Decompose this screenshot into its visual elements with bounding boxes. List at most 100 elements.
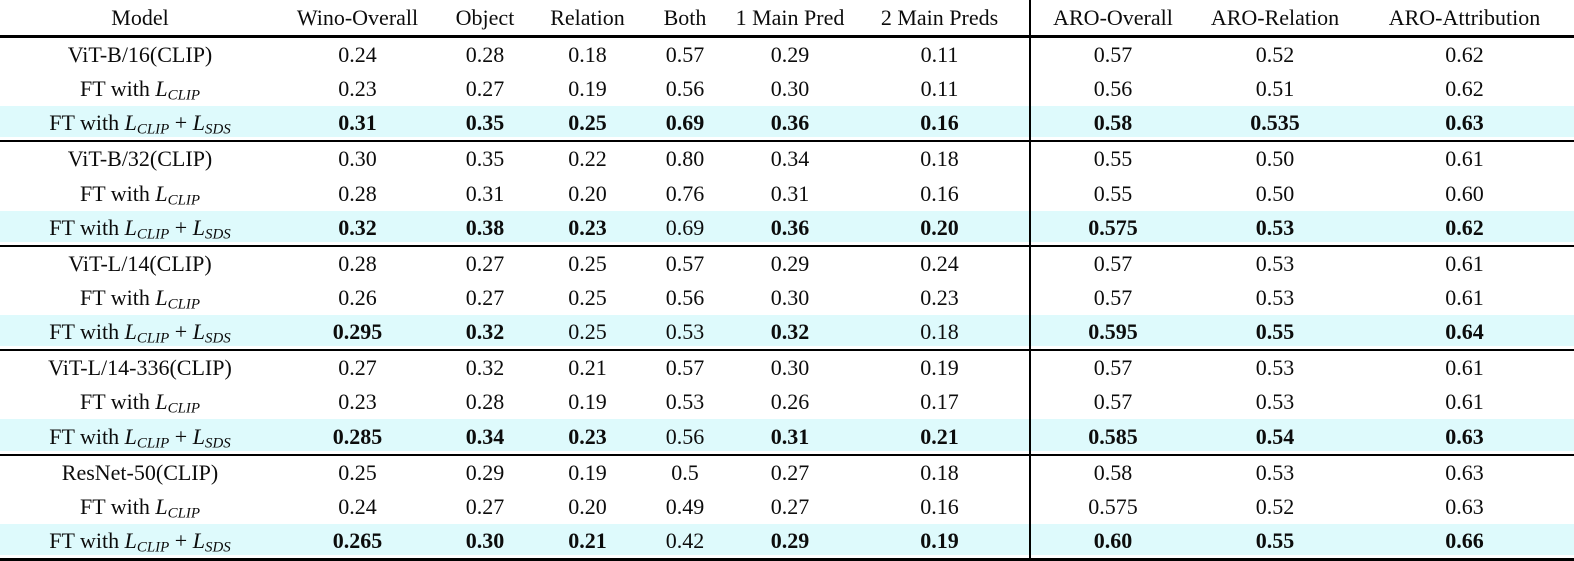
- column-header-both: Both: [663, 4, 707, 30]
- value-cell-aro-attribution: 0.62: [1445, 76, 1484, 102]
- value-cell-2-main-preds: 0.16: [920, 180, 959, 206]
- model-label-cell: FT with LCLIP + LSDS: [0, 106, 280, 141]
- value-cell-relation: 0.25: [568, 284, 607, 310]
- value-cell-object: 0.29: [465, 459, 505, 485]
- column-header-wino-overall: Wino-Overall: [296, 4, 419, 30]
- value-cell-aro-relation: 0.535: [1195, 106, 1355, 141]
- value-cell-wino-overall: 0.23: [338, 76, 377, 102]
- math-var: L: [124, 423, 137, 449]
- math-subscript: CLIP: [167, 401, 201, 418]
- value-cell-1-main-pred: 0.30: [770, 76, 810, 102]
- table-header: Model Wino-Overall Object Relation Both 1 Mai…: [0, 0, 1574, 37]
- math-subscript: CLIP: [167, 296, 201, 313]
- value-cell-1-main-pred: 0.26: [770, 389, 810, 415]
- value-cell-relation: 0.21: [568, 355, 607, 381]
- value-cell-1-main-pred: 0.30: [770, 355, 810, 381]
- value-cell-aro-relation: 0.55: [1195, 524, 1355, 560]
- math-subscript: CLIP: [136, 330, 170, 347]
- value-cell-relation: 0.23: [535, 211, 640, 246]
- value-cell-relation: 0.20: [568, 493, 607, 519]
- value-cell-wino-overall: 0.32: [280, 211, 435, 246]
- value-cell-both: 0.80: [665, 146, 705, 172]
- value-cell-aro-overall: 0.60: [1029, 523, 1195, 560]
- value-cell-relation: 0.18: [568, 42, 607, 68]
- model-label-cell: FT with LCLIP: [0, 385, 280, 419]
- value-cell-1-main-pred: 0.30: [770, 284, 810, 310]
- value-cell-aro-overall: 0.575: [1029, 210, 1195, 246]
- model-label-cell: ViT-L/14-336(CLIP): [0, 350, 280, 385]
- value-cell-1-main-pred: 0.29: [770, 250, 810, 276]
- value-cell-aro-relation: 0.52: [1255, 493, 1295, 519]
- model-label-cell: FT with LCLIP: [0, 490, 280, 524]
- math-subscript: CLIP: [167, 87, 201, 104]
- table-row: ViT-L/14(CLIP) 0.28 0.27 0.25 0.57 0.29 0.24 0.…: [0, 245, 1574, 281]
- value-cell-aro-overall: 0.56: [1029, 72, 1195, 107]
- value-cell-aro-overall: 0.57: [1029, 36, 1195, 73]
- model-label-cell: ViT-B/32(CLIP): [0, 141, 280, 176]
- value-cell-aro-attribution: 0.64: [1355, 315, 1574, 350]
- value-cell-object: 0.28: [465, 389, 505, 415]
- value-cell-2-main-preds: 0.18: [920, 459, 959, 485]
- column-header-relation: Relation: [550, 4, 625, 30]
- math-subscript: SDS: [204, 226, 231, 243]
- value-cell-aro-relation: 0.50: [1255, 146, 1295, 172]
- model-label: FT with LCLIP + LSDS: [49, 527, 231, 556]
- value-cell-both: 0.57: [665, 42, 705, 68]
- column-header-2-main-preds: 2 Main Preds: [880, 4, 999, 30]
- value-cell-object: 0.34: [435, 419, 535, 454]
- table-row: ViT-B/16(CLIP) 0.24 0.28 0.18 0.57 0.29 0.11 0.…: [0, 36, 1574, 73]
- value-cell-relation: 0.19: [568, 389, 607, 415]
- value-cell-wino-overall: 0.24: [338, 42, 377, 68]
- table-row: FT with LCLIP 0.23 0.28 0.19 0.53 0.26 0.17 0.5…: [0, 385, 1574, 420]
- model-label: ViT-L/14-336(CLIP): [48, 355, 232, 381]
- value-cell-1-main-pred: 0.29: [770, 42, 810, 68]
- value-cell-2-main-preds: 0.16: [850, 106, 1030, 141]
- value-cell-wino-overall: 0.27: [338, 355, 377, 381]
- value-cell-2-main-preds: 0.16: [920, 493, 959, 519]
- value-cell-aro-attribution: 0.60: [1445, 180, 1484, 206]
- model-label-cell: FT with LCLIP + LSDS: [0, 211, 280, 246]
- model-group: ViT-B/32(CLIP) 0.30 0.35 0.22 0.80 0.34 0.18 0.…: [0, 141, 1574, 246]
- table-row: ResNet-50(CLIP) 0.25 0.29 0.19 0.5 0.27 0.18 0.…: [0, 454, 1574, 490]
- value-cell-aro-attribution: 0.61: [1445, 146, 1484, 172]
- value-cell-aro-attribution: 0.61: [1445, 355, 1484, 381]
- value-cell-1-main-pred: 0.29: [730, 524, 850, 560]
- value-cell-aro-attribution: 0.62: [1355, 211, 1574, 246]
- value-cell-both: 0.53: [665, 389, 705, 415]
- value-cell-aro-relation: 0.52: [1255, 42, 1295, 68]
- value-cell-both: 0.69: [640, 106, 730, 141]
- math-var: L: [155, 493, 168, 519]
- math-subscript: SDS: [204, 330, 231, 347]
- math-subscript: CLIP: [136, 122, 170, 139]
- model-label: FT with LCLIP + LSDS: [49, 319, 231, 347]
- model-label: FT with LCLIP + LSDS: [49, 110, 231, 139]
- value-cell-2-main-preds: 0.18: [920, 146, 959, 172]
- value-cell-aro-relation: 0.54: [1195, 419, 1355, 454]
- value-cell-wino-overall: 0.31: [280, 106, 435, 141]
- value-cell-relation: 0.20: [568, 180, 607, 206]
- value-cell-aro-relation: 0.53: [1255, 459, 1295, 485]
- value-cell-wino-overall: 0.30: [338, 146, 377, 172]
- math-var: L: [155, 180, 168, 206]
- value-cell-wino-overall: 0.25: [338, 459, 377, 485]
- value-cell-both: 0.5: [671, 459, 699, 485]
- column-header-aro-relation: ARO-Relation: [1210, 4, 1340, 30]
- value-cell-aro-relation: 0.53: [1255, 355, 1295, 381]
- table-row: FT with LCLIP + LSDS 0.295 0.32 0.25 0.53 0.3…: [0, 315, 1574, 351]
- column-header-aro-overall: ARO-Overall: [1029, 0, 1195, 37]
- model-label-cell: ResNet-50(CLIP): [0, 455, 280, 490]
- value-cell-wino-overall: 0.26: [338, 284, 377, 310]
- value-cell-1-main-pred: 0.36: [730, 106, 850, 141]
- value-cell-1-main-pred: 0.31: [770, 180, 810, 206]
- column-header-aro-attribution: ARO-Attribution: [1388, 4, 1541, 30]
- model-group: ViT-L/14-336(CLIP) 0.27 0.32 0.21 0.57 0.30 0.…: [0, 350, 1574, 455]
- math-var: L: [192, 527, 205, 553]
- value-cell-aro-attribution: 0.63: [1445, 459, 1484, 485]
- value-cell-2-main-preds: 0.23: [920, 284, 959, 310]
- value-cell-aro-relation: 0.53: [1255, 284, 1295, 310]
- value-cell-both: 0.42: [640, 524, 730, 560]
- model-label-cell: ViT-B/16(CLIP): [0, 37, 280, 73]
- value-cell-1-main-pred: 0.31: [730, 419, 850, 454]
- math-subscript: SDS: [204, 435, 231, 452]
- value-cell-2-main-preds: 0.18: [850, 315, 1030, 350]
